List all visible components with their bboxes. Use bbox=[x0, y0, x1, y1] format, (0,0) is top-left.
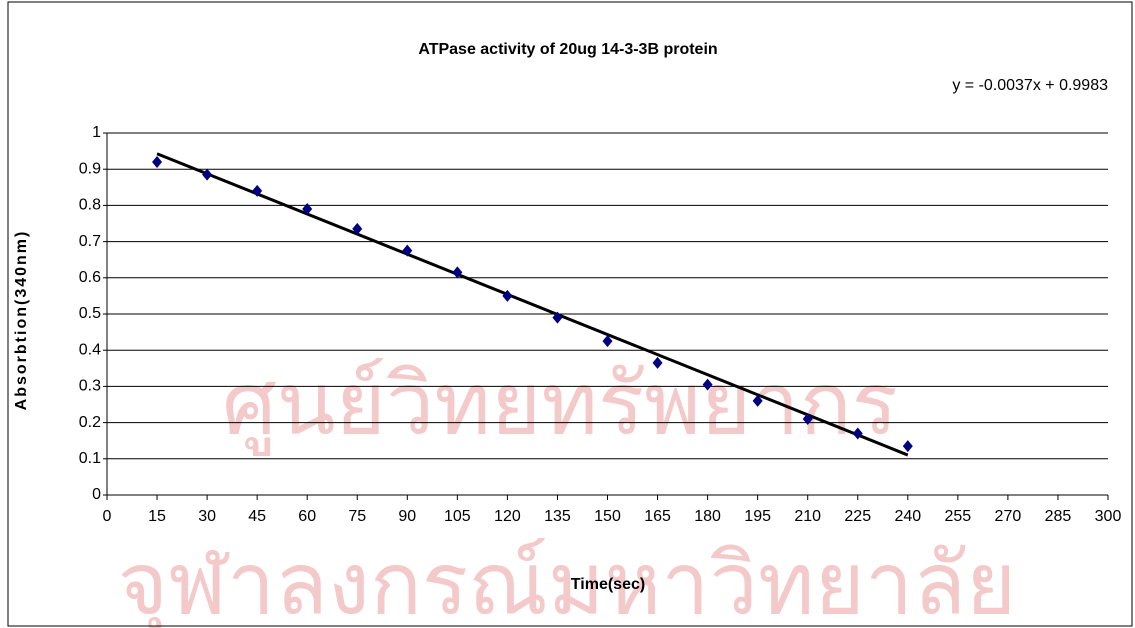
x-tick-label: 285 bbox=[1045, 508, 1072, 525]
x-tick-label: 30 bbox=[198, 508, 216, 525]
y-axis-title: Absorbtion(340nm) bbox=[13, 230, 30, 411]
x-tick-label: 300 bbox=[1095, 508, 1122, 525]
y-tick-label: 0.5 bbox=[79, 305, 101, 322]
x-axis-title: Time(sec) bbox=[571, 576, 645, 593]
x-tick-label: 165 bbox=[644, 508, 671, 525]
data-point bbox=[902, 440, 913, 453]
data-point bbox=[252, 184, 263, 197]
y-tick-label: 0.6 bbox=[79, 269, 101, 286]
x-tick-label: 240 bbox=[894, 508, 921, 525]
data-point bbox=[502, 289, 513, 302]
y-tick-label: 1 bbox=[92, 124, 101, 141]
data-point bbox=[402, 244, 413, 257]
x-tick-label: 150 bbox=[594, 508, 621, 525]
x-tick-label: 195 bbox=[744, 508, 771, 525]
y-tick-label: 0 bbox=[92, 486, 101, 503]
x-tick-label: 15 bbox=[148, 508, 166, 525]
data-point bbox=[152, 155, 163, 168]
data-point bbox=[852, 427, 863, 440]
x-tick-label: 270 bbox=[995, 508, 1022, 525]
x-tick-label: 180 bbox=[694, 508, 721, 525]
y-tick-label: 0.2 bbox=[79, 414, 101, 431]
x-tick-label: 120 bbox=[494, 508, 521, 525]
x-tick-label: 90 bbox=[398, 508, 416, 525]
data-point bbox=[452, 266, 463, 279]
y-tick-label: 0.3 bbox=[79, 378, 101, 395]
x-tick-label: 210 bbox=[794, 508, 821, 525]
y-tick-label: 0.8 bbox=[79, 197, 101, 214]
trendline-equation: y = -0.0037x + 0.9983 bbox=[952, 77, 1108, 94]
x-tick-label: 0 bbox=[103, 508, 112, 525]
data-point bbox=[752, 394, 763, 407]
x-tick-label: 45 bbox=[248, 508, 266, 525]
x-tick-label: 255 bbox=[944, 508, 971, 525]
chart-frame bbox=[7, 1, 1133, 627]
x-tick-label: 75 bbox=[348, 508, 366, 525]
data-point bbox=[802, 412, 813, 425]
y-tick-label: 0.9 bbox=[79, 160, 101, 177]
data-point bbox=[702, 378, 713, 391]
y-tick-label: 0.7 bbox=[79, 233, 101, 250]
x-tick-label: 135 bbox=[544, 508, 571, 525]
data-point bbox=[202, 168, 213, 181]
data-point bbox=[552, 311, 563, 324]
watermark: ศูนย์วิทยทรัพยากร bbox=[222, 354, 898, 456]
x-tick-label: 60 bbox=[298, 508, 316, 525]
data-point bbox=[352, 222, 363, 235]
data-point bbox=[602, 335, 613, 348]
data-point bbox=[652, 356, 663, 369]
x-tick-label: 225 bbox=[844, 508, 871, 525]
x-tick-label: 105 bbox=[444, 508, 471, 525]
y-tick-label: 0.1 bbox=[79, 450, 101, 467]
y-tick-label: 0.4 bbox=[79, 341, 101, 358]
data-point bbox=[302, 203, 313, 216]
chart-title: ATPase activity of 20ug 14-3-3B protein bbox=[418, 41, 717, 58]
watermark: จุฬาลงกรณ์มหาวิทยาลัย bbox=[118, 534, 1017, 628]
trendline bbox=[156, 152, 909, 457]
